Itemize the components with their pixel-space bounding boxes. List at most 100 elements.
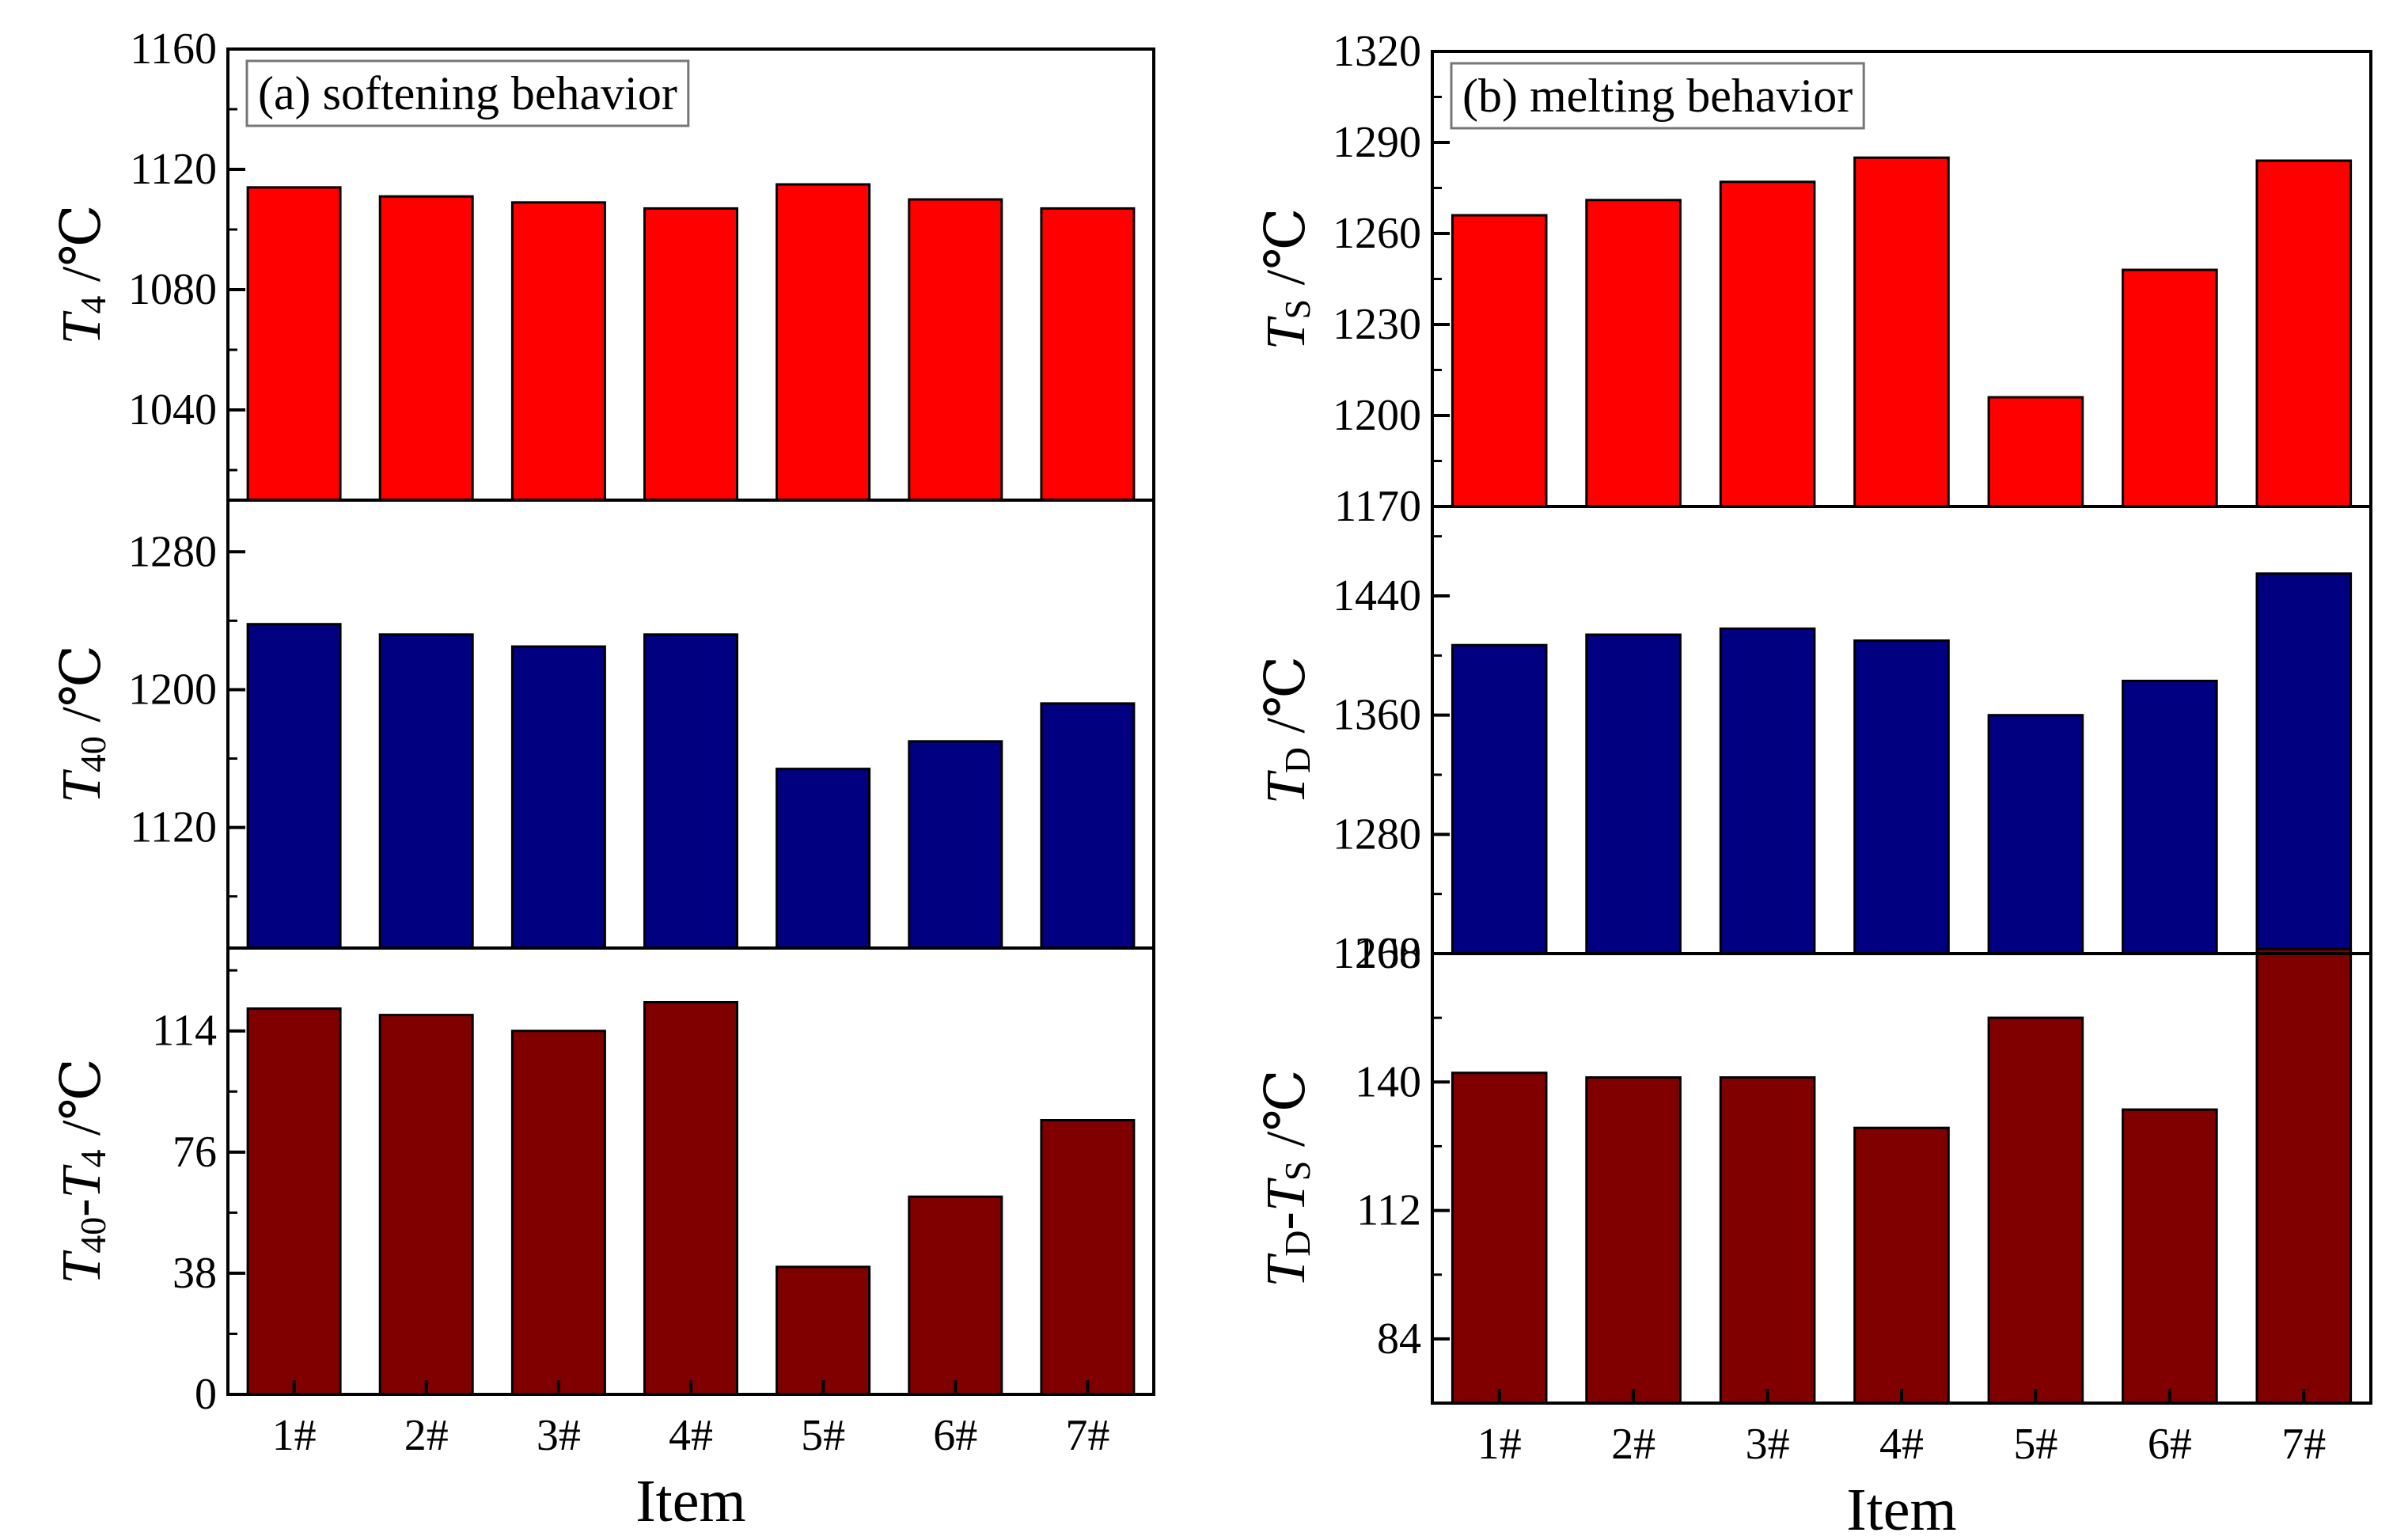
bar-2 [1585,633,1682,955]
subplot-0-2: 0 38 76 114 T40-T4 /℃ 1# 2# 3# 4# 5# 6# 7# Item [51,946,1155,1534]
bar-5 [776,1265,871,1396]
bar-3 [1719,1076,1816,1405]
bar-5 [1987,396,2084,508]
y-axis-label: TD /℃ [1256,656,1318,804]
bar-5 [1987,714,2084,955]
bar-4 [1853,639,1950,955]
panel-title-box [1450,62,1865,130]
x-tick-label: 7# [2281,1420,2326,1469]
y-tick-label: 114 [152,1007,217,1056]
x-tick-label: 4# [669,1411,713,1460]
x-tick-label: 2# [404,1411,449,1460]
bar-1 [1451,1072,1548,1405]
bar-2 [378,1014,474,1396]
bar-7 [1040,1119,1136,1396]
subplot-0-1: 1120 1200 1280 T40 /℃ [51,499,1155,950]
y-tick-label: 38 [173,1249,217,1298]
x-tick-label: 1# [1477,1420,1522,1469]
subplot-0-0: 1040 1080 1120 1160 T4 /℃ [51,25,1155,502]
bar-6 [908,740,1003,950]
bar-5 [776,768,871,950]
bar-6 [908,198,1003,502]
bar-6 [2122,679,2218,955]
x-axis-title: Item [635,1468,745,1534]
bar-1 [246,186,342,502]
bar-6 [2122,268,2218,508]
y-tick-label: 1320 [1333,27,1421,76]
bar-1 [1451,643,1548,955]
y-tick-label: 1200 [1333,929,1421,978]
x-tick-label: 3# [1746,1420,1790,1469]
bar-3 [510,645,606,950]
y-tick-label: 1040 [128,385,217,434]
subplot-1-1: 1200 1280 1360 1440 TD /℃ [1256,505,2372,978]
y-tick-label: 1170 [1334,482,1421,531]
bar-1 [246,623,342,950]
y-tick-label: 112 [1356,1186,1421,1235]
panel-title: (b) melting behavior [1462,70,1853,122]
y-tick-label: 76 [173,1128,217,1177]
x-tick-label: 7# [1065,1411,1109,1460]
bar-7 [1040,702,1136,950]
y-tick-label: 0 [195,1370,217,1419]
bar-5 [1987,1016,2084,1405]
y-axis-label: TS /℃ [1256,208,1318,351]
x-tick-label: 6# [2148,1420,2192,1469]
bar-5 [776,183,871,502]
x-tick-label: 4# [1879,1420,1924,1469]
x-tick-label: 3# [537,1411,581,1460]
y-tick-label: 1160 [130,25,217,74]
bar-7 [2255,947,2353,1405]
bar-6 [908,1195,1003,1396]
x-tick-label: 1# [272,1411,317,1460]
bar-4 [643,207,738,502]
y-tick-label: 1080 [128,265,217,314]
bar-3 [1719,627,1816,955]
bar-2 [378,633,474,950]
bar-7 [2255,159,2353,508]
bar-2 [1585,1076,1682,1405]
y-tick-label: 168 [1355,929,1421,978]
y-tick-label: 1280 [1333,810,1421,859]
y-tick-label: 1260 [1333,209,1421,258]
y-tick-label: 84 [1377,1314,1421,1364]
bar-4 [1853,1126,1950,1405]
panel-title-box [245,59,690,127]
panel-title: (a) softening behavior [258,67,677,119]
bar-1 [1451,214,1548,508]
y-tick-label: 140 [1355,1057,1421,1106]
y-tick-label: 1120 [130,145,217,194]
y-axis-label: TD-TS /℃ [1256,1069,1318,1287]
x-axis-title: Item [1846,1477,1956,1536]
bar-2 [378,195,474,502]
x-tick-label: 2# [1611,1420,1655,1469]
y-axis-label: T40 /℃ [51,645,113,803]
y-tick-label: 1200 [1333,391,1421,440]
bar-7 [2255,572,2353,955]
y-tick-label: 1200 [128,665,217,714]
subplot-1-2: 84 112 140 168 TD-TS /℃ 1# 2# 3# 4# 5# 6# 7# Item [1256,929,2372,1540]
y-tick-label: 1230 [1333,300,1421,349]
bar-3 [510,1030,606,1396]
x-tick-label: 6# [933,1411,977,1460]
bar-4 [643,633,738,950]
y-axis-label: T4 /℃ [51,204,113,344]
bar-1 [246,1007,342,1396]
bar-7 [1040,207,1136,502]
subplot-1-0: 1170 1200 1230 1260 1290 1320 TS /℃ [1256,27,2372,531]
bar-3 [510,201,606,502]
y-tick-label: 1280 [128,527,217,576]
y-tick-label: 1360 [1333,691,1421,740]
bar-3 [1719,180,1816,508]
x-tick-label: 5# [2013,1420,2057,1469]
x-tick-label: 5# [801,1411,845,1460]
bar-4 [1853,156,1950,508]
bar-2 [1585,199,1682,508]
bar-6 [2122,1108,2218,1405]
y-tick-label: 1440 [1333,571,1421,620]
bar-4 [643,1001,738,1396]
y-axis-label: T40-T4 /℃ [51,1058,113,1284]
y-tick-label: 1290 [1333,118,1421,167]
